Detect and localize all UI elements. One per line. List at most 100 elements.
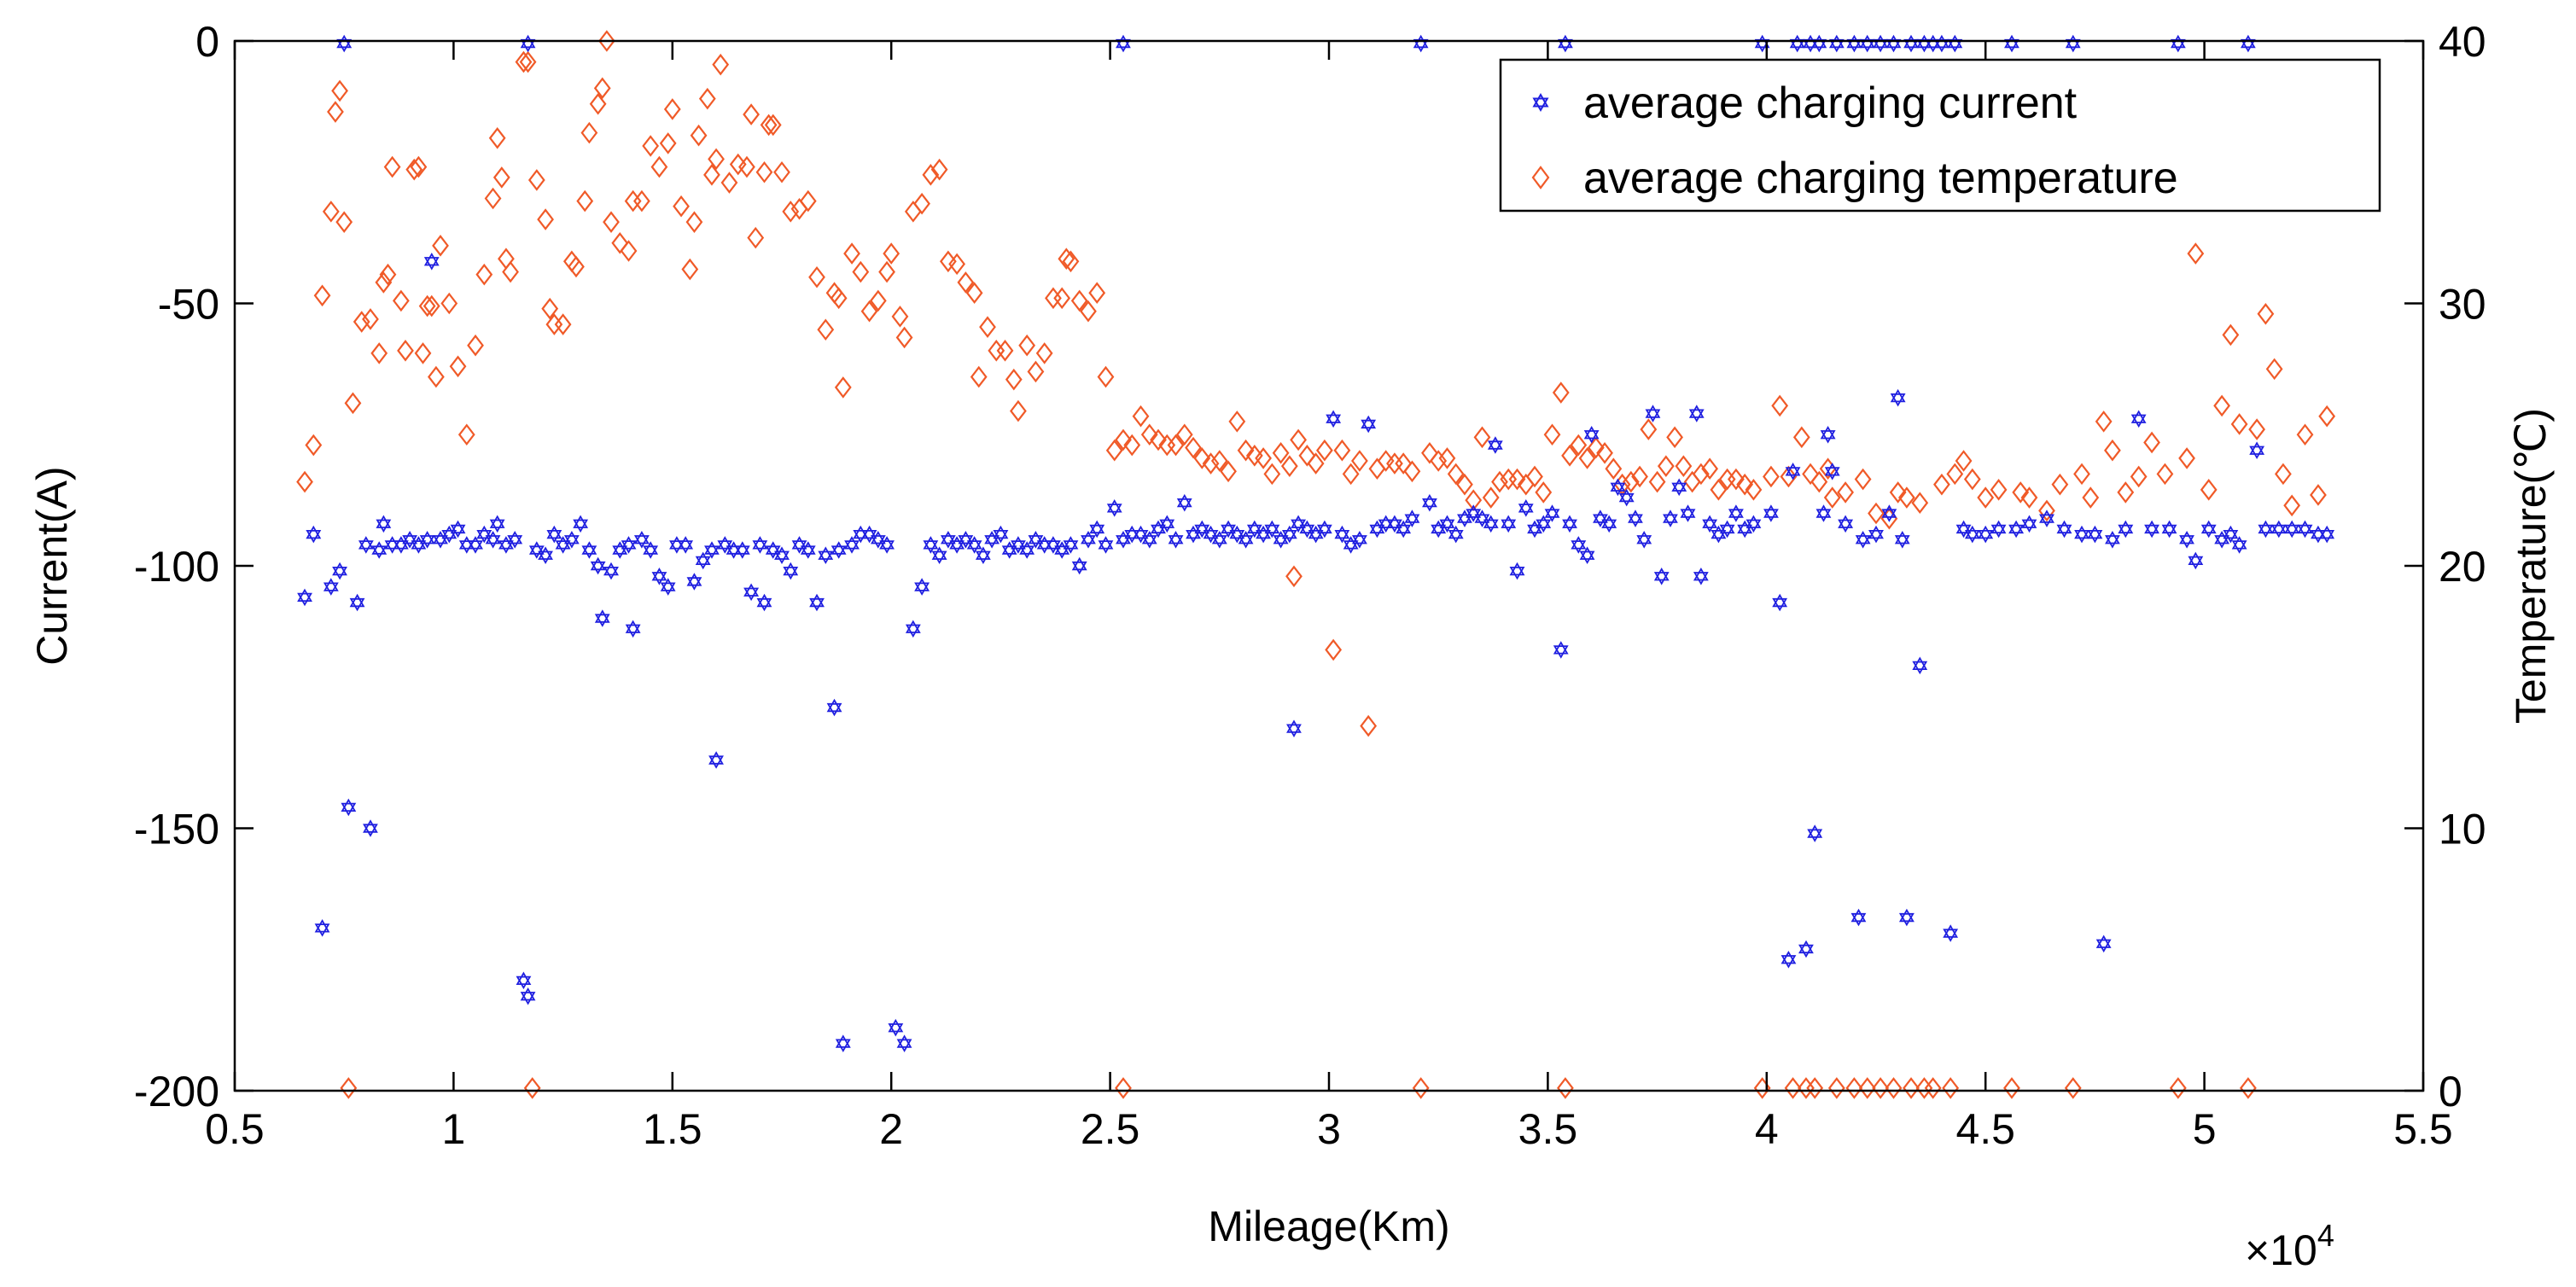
temperature-point	[1315, 439, 1333, 462]
temperature-point	[1307, 452, 1325, 475]
temperature-point	[362, 308, 379, 330]
temperature-point	[747, 226, 765, 249]
temperature-point	[1640, 418, 1658, 440]
temperature-point	[633, 189, 650, 213]
temperature-point	[663, 98, 681, 120]
plot-area	[235, 41, 2423, 1091]
current-point	[1536, 515, 1552, 533]
current-point	[546, 525, 562, 544]
x-tick-label: 3	[1317, 1105, 1341, 1153]
current-point	[1912, 656, 1928, 675]
current-point	[844, 536, 860, 554]
current-point	[590, 556, 606, 575]
temperature-point	[554, 313, 572, 335]
temperature-point	[589, 93, 607, 115]
temperature-point	[492, 166, 510, 189]
temperature-point	[2003, 1077, 2020, 1099]
current-point	[625, 620, 641, 638]
current-point	[419, 531, 435, 549]
temperature-point	[1132, 405, 1150, 428]
current-point	[423, 253, 440, 271]
x-tick-label: 4.5	[1955, 1105, 2015, 1153]
x-exponent-base: ×10	[2245, 1226, 2317, 1274]
temperature-point	[427, 365, 445, 388]
current-point	[1868, 525, 1884, 544]
current-point	[1693, 568, 1709, 585]
temperature-point	[1070, 289, 1088, 312]
current-point	[1807, 824, 1823, 842]
temperature-point	[2095, 411, 2113, 433]
current-point	[376, 515, 392, 533]
current-point	[1211, 531, 1227, 549]
current-point	[708, 751, 724, 769]
current-point	[686, 573, 702, 591]
current-point	[2008, 520, 2025, 539]
temperature-point	[1097, 365, 1115, 388]
temperature-point	[1105, 439, 1123, 462]
current-point	[2319, 525, 2335, 544]
current-point	[1553, 641, 1569, 659]
current-point	[743, 583, 760, 602]
current-point	[2188, 551, 2204, 570]
temperature-point	[878, 260, 895, 283]
current-point	[2095, 935, 2112, 953]
temperature-point	[418, 294, 436, 317]
current-point	[2021, 515, 2037, 533]
current-point	[830, 541, 847, 559]
temperature-point	[597, 30, 615, 52]
legend-temperature-marker-shape	[1531, 166, 1550, 189]
temperature-point	[2296, 423, 2314, 446]
temperature-point	[2213, 394, 2231, 417]
current-point	[1439, 515, 1455, 533]
current-point	[1518, 498, 1534, 517]
current-point	[1601, 515, 1617, 533]
current-point	[1448, 525, 1464, 544]
temperature-point	[1150, 428, 1167, 451]
temperature-point	[738, 155, 755, 178]
temperature-point	[2310, 484, 2327, 506]
current-point	[643, 541, 659, 559]
current-point	[1106, 498, 1122, 517]
temperature-point	[1280, 455, 1298, 477]
y-right-tick-label: 10	[2439, 806, 2486, 853]
current-point	[1824, 462, 1840, 480]
current-point	[1326, 410, 1342, 428]
current-point	[1645, 405, 1661, 422]
current-point	[1815, 504, 1832, 522]
temperature-point	[2239, 1077, 2257, 1099]
temperature-point	[681, 258, 699, 281]
current-point	[1404, 510, 1420, 527]
temperature-point	[305, 434, 323, 457]
temperature-point	[1220, 460, 1237, 483]
temperature-point	[760, 114, 778, 137]
current-point	[1990, 520, 2007, 539]
temperature-point	[1587, 436, 1605, 459]
temperature-point	[1508, 468, 1526, 491]
temperature-point	[1827, 1077, 1845, 1099]
temperature-point	[458, 423, 475, 446]
current-point	[966, 536, 982, 554]
temperature-point	[1872, 1077, 1890, 1099]
current-point	[1785, 462, 1801, 480]
temperature-point	[1771, 394, 1789, 417]
current-point	[1396, 520, 1412, 539]
y-right-tick-label: 0	[2439, 1068, 2462, 1115]
temperature-point	[502, 260, 519, 283]
temperature-point	[1175, 423, 1193, 446]
temperature-point	[414, 342, 432, 364]
current-point	[2284, 520, 2300, 539]
current-point	[1881, 504, 1897, 522]
current-point	[1894, 531, 1910, 549]
current-point	[1663, 510, 1678, 527]
current-point	[2161, 520, 2177, 539]
current-point	[756, 593, 772, 612]
temperature-point	[1333, 439, 1351, 462]
y-left-tick-label: -100	[134, 543, 219, 591]
temperature-point	[852, 260, 870, 283]
current-point	[678, 536, 694, 554]
temperature-point	[1430, 450, 1448, 472]
temperature-point	[891, 306, 909, 328]
temperature-point	[488, 126, 506, 149]
current-point	[914, 578, 930, 596]
legend-label-current: average charging current	[1583, 79, 2078, 128]
